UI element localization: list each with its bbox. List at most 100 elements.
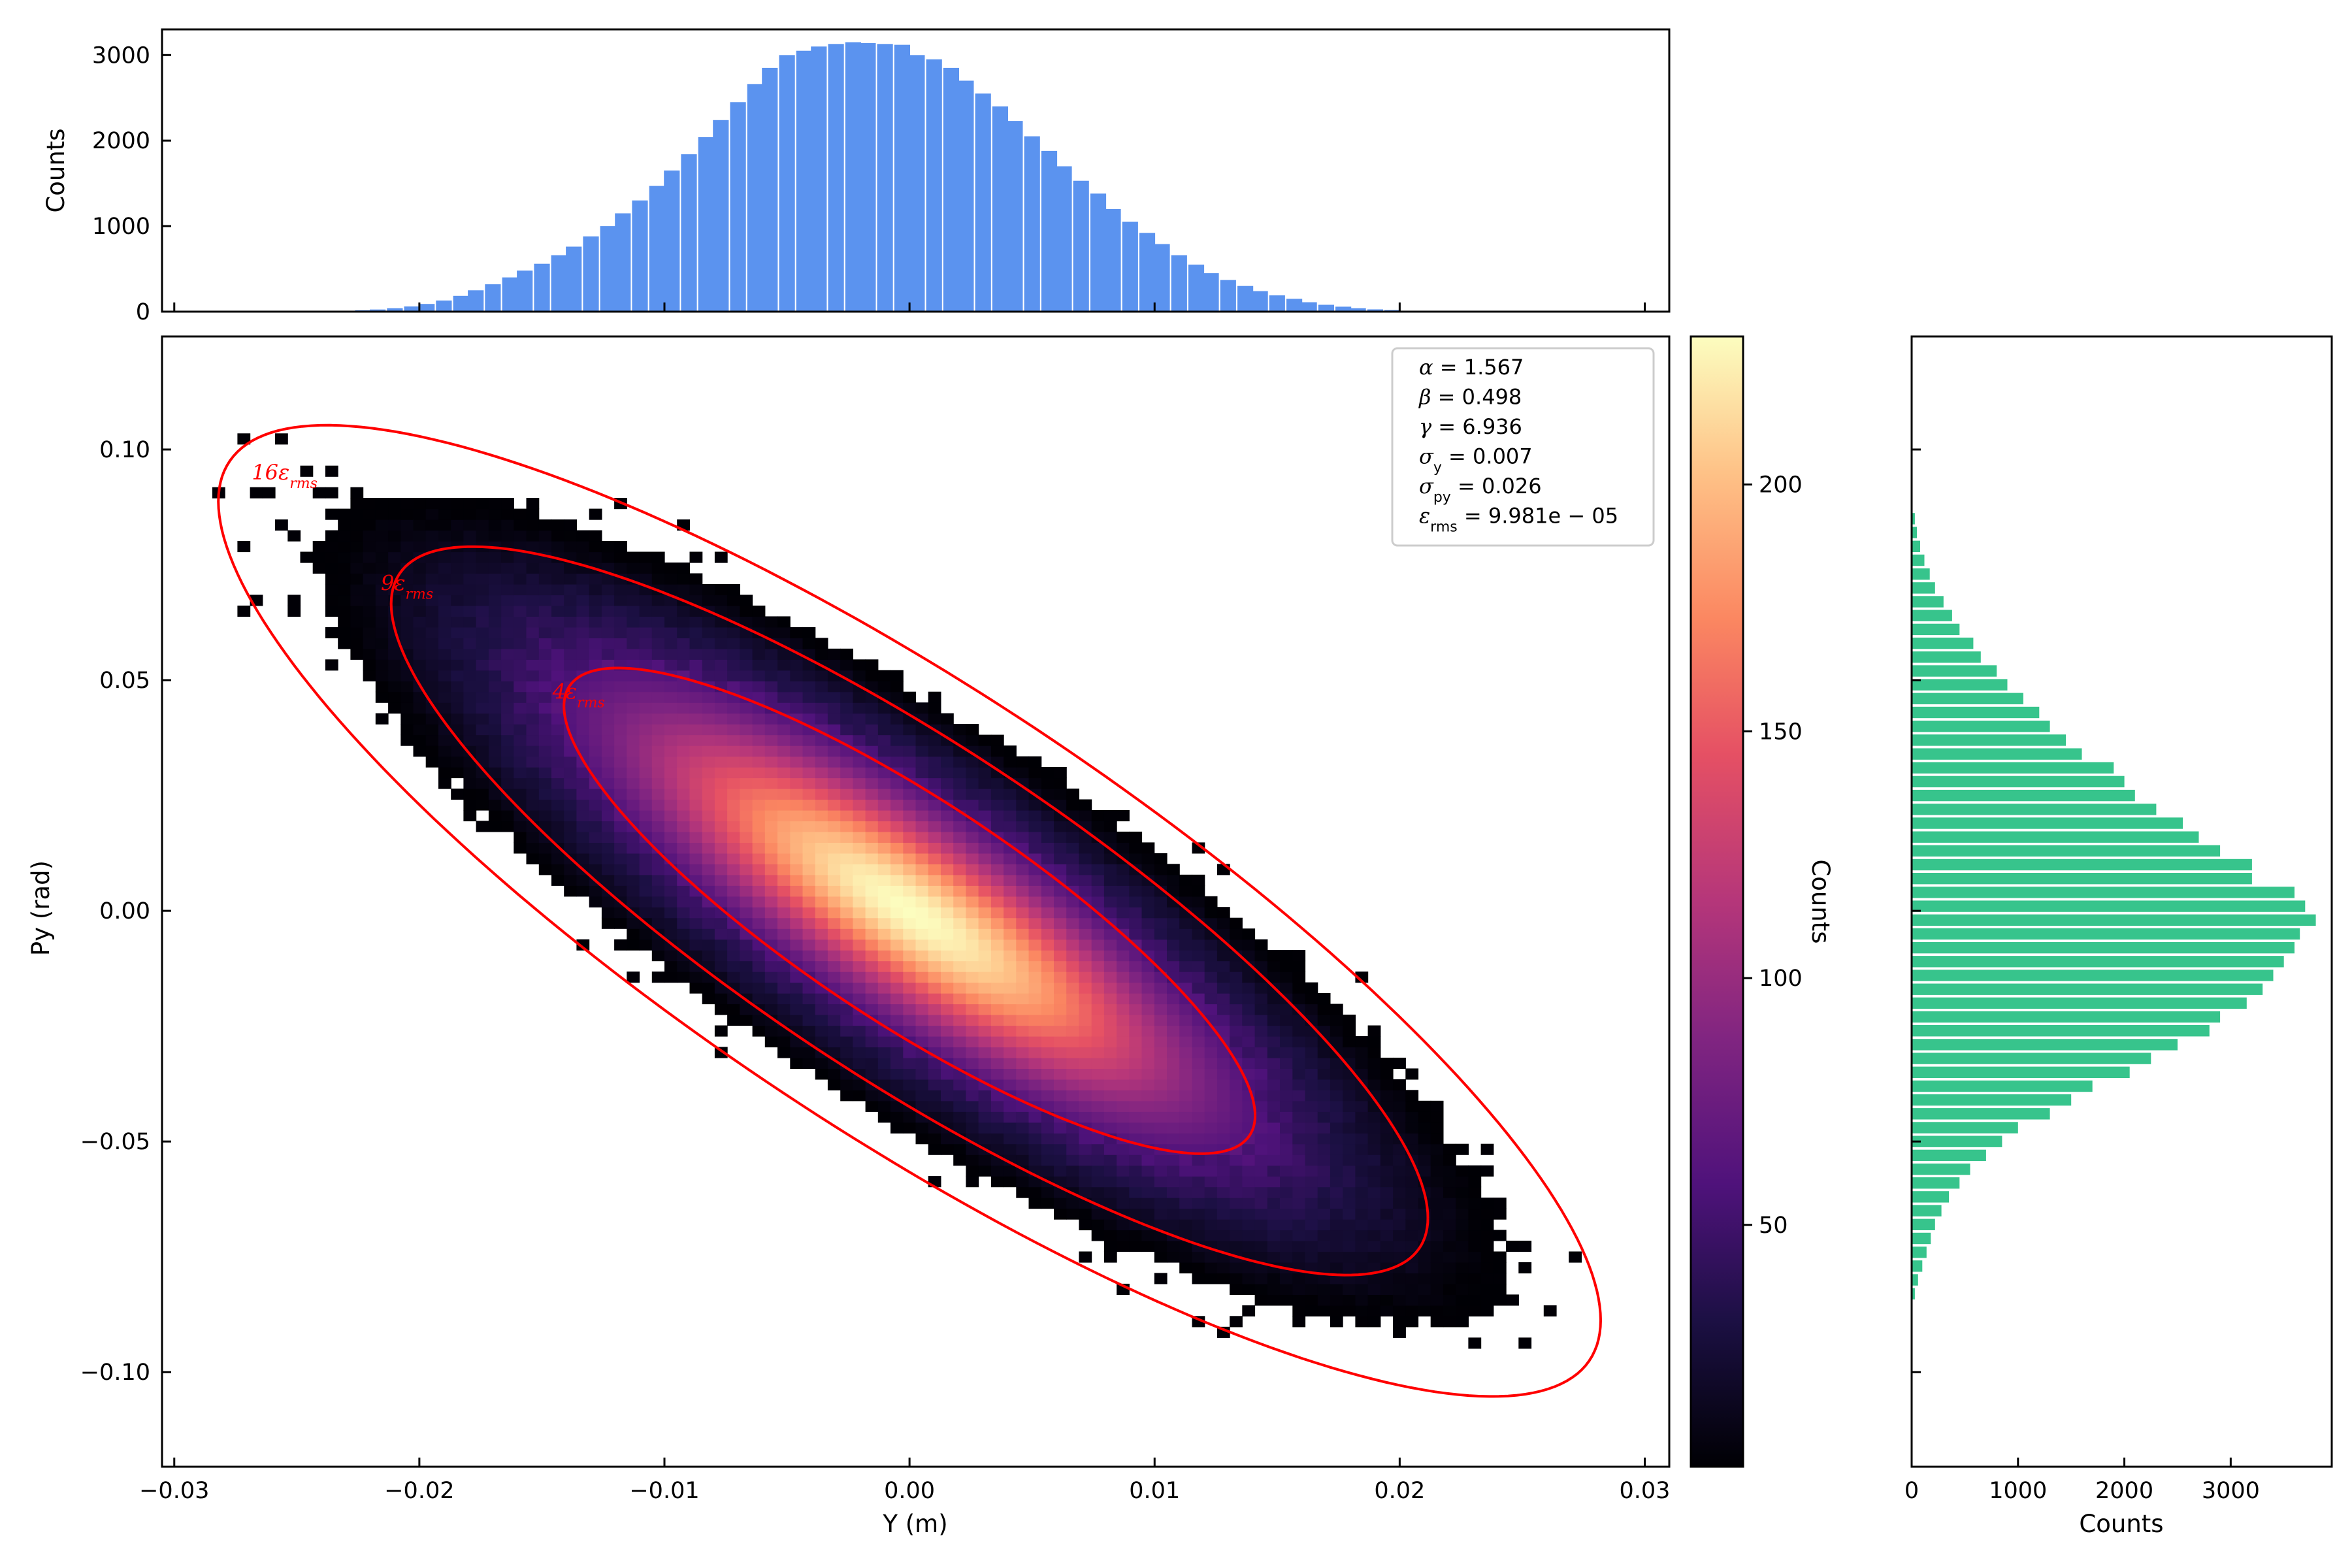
heatmap-cell <box>627 702 640 714</box>
heatmap-cell <box>890 1057 904 1069</box>
heatmap-cell <box>815 939 828 951</box>
heatmap-cell <box>689 917 703 929</box>
heatmap-cell <box>1305 1294 1318 1306</box>
heatmap-cell <box>877 691 891 703</box>
heatmap-cell <box>702 756 715 768</box>
heatmap-cell <box>941 1100 954 1112</box>
heatmap-cell <box>1230 993 1243 1005</box>
heatmap-cell <box>1292 950 1306 962</box>
heatmap-cell <box>1254 1015 1268 1026</box>
heatmap-cell <box>601 691 615 703</box>
heatmap-cell <box>1317 1143 1331 1155</box>
heatmap-cell <box>966 896 979 907</box>
heatmap-cell <box>1054 1015 1067 1026</box>
heatmap-cell <box>451 573 464 585</box>
heatmap-cell <box>338 638 351 649</box>
heatmap-cell <box>551 584 564 596</box>
heatmap-cell <box>1028 1176 1042 1188</box>
heatmap-cell <box>941 1111 954 1123</box>
heatmap-cell <box>915 702 929 714</box>
heatmap-cell <box>928 799 941 811</box>
heatmap-cell <box>651 767 665 779</box>
heatmap-cell <box>1317 1154 1331 1166</box>
heatmap-cell <box>890 960 904 972</box>
heatmap-cell <box>250 487 263 498</box>
heatmap-cell <box>727 1015 740 1026</box>
heatmap-cell <box>1330 1251 1343 1263</box>
heatmap-cell <box>325 584 338 596</box>
heatmap-cell <box>1066 1015 1079 1026</box>
heatmap-cell <box>853 1025 866 1037</box>
heatmap-cell <box>941 821 954 832</box>
right-histogram-bar <box>1912 1039 2178 1051</box>
heatmap-cell <box>941 960 954 972</box>
heatmap-cell <box>614 939 627 951</box>
heatmap-cell <box>1242 1154 1256 1166</box>
heatmap-cell <box>514 584 527 596</box>
heatmap-cell <box>564 799 577 811</box>
heatmap-cell <box>853 950 866 962</box>
heatmap-cell <box>651 950 665 962</box>
heatmap-cell <box>1217 993 1230 1005</box>
heatmap-cell <box>551 681 564 693</box>
heatmap-cell <box>1117 939 1130 951</box>
heatmap-cell <box>1117 1015 1130 1026</box>
heatmap-cell <box>564 595 577 606</box>
heatmap-cell <box>953 896 966 907</box>
heatmap-cell <box>1204 1122 1218 1134</box>
heatmap-cell <box>627 810 640 822</box>
heatmap-cell <box>400 691 414 703</box>
heatmap-cell <box>890 734 904 746</box>
heatmap-cell <box>1079 1015 1092 1026</box>
heatmap-cell <box>978 1025 992 1037</box>
heatmap-cell <box>1254 1219 1268 1231</box>
heatmap-cell <box>978 1047 992 1058</box>
heatmap-cell <box>1091 993 1105 1005</box>
heatmap-cell <box>727 810 740 822</box>
heatmap-cell <box>664 756 678 768</box>
heatmap-cell <box>350 563 364 574</box>
heatmap-cell <box>752 917 766 929</box>
heatmap-cell <box>1117 1057 1130 1069</box>
heatmap-cell <box>1267 1015 1281 1026</box>
heatmap-cell <box>915 1090 929 1102</box>
heatmap-cell <box>589 799 602 811</box>
heatmap-cell <box>1129 1047 1143 1058</box>
heatmap-cell <box>1330 1176 1343 1188</box>
colorbar-tick-label: 150 <box>1759 719 1803 745</box>
heatmap-cell <box>1054 917 1067 929</box>
heatmap-cell <box>1443 1273 1456 1284</box>
heatmap-cell <box>1004 874 1017 886</box>
heatmap-cell <box>1367 1294 1381 1306</box>
heatmap-cell <box>1054 1004 1067 1015</box>
heatmap-cell <box>614 563 627 574</box>
heatmap-cell <box>915 885 929 897</box>
heatmap-cell <box>627 605 640 617</box>
heatmap-cell <box>400 616 414 628</box>
heatmap-cell <box>1355 1186 1369 1198</box>
heatmap-cell <box>564 563 577 574</box>
heatmap-cell <box>476 563 489 574</box>
heatmap-cell <box>740 777 753 789</box>
heatmap-cell <box>877 896 891 907</box>
heatmap-cell <box>1217 1273 1230 1284</box>
heatmap-cell <box>1066 789 1079 800</box>
right-histogram-bar <box>1912 1232 1931 1245</box>
heatmap-cell <box>853 939 866 951</box>
heatmap-cell <box>1167 1057 1180 1069</box>
heatmap-cell <box>438 767 451 779</box>
heatmap-cell <box>1393 1294 1406 1306</box>
heatmap-cell <box>614 821 627 832</box>
heatmap-cell <box>990 1133 1004 1145</box>
heatmap-cell <box>877 1004 891 1015</box>
right-histogram-bar <box>1912 540 1920 552</box>
heatmap-cell <box>1242 1186 1256 1198</box>
heatmap-cell <box>1443 1230 1456 1241</box>
heatmap-cell <box>1103 1025 1117 1037</box>
top-histogram-bar <box>698 137 714 312</box>
heatmap-cell <box>1430 1294 1444 1306</box>
right-histogram-bar <box>1912 1191 1949 1203</box>
heatmap-cell <box>1367 1068 1381 1080</box>
heatmap-cell <box>564 885 577 897</box>
heatmap-cell <box>1305 1143 1318 1155</box>
